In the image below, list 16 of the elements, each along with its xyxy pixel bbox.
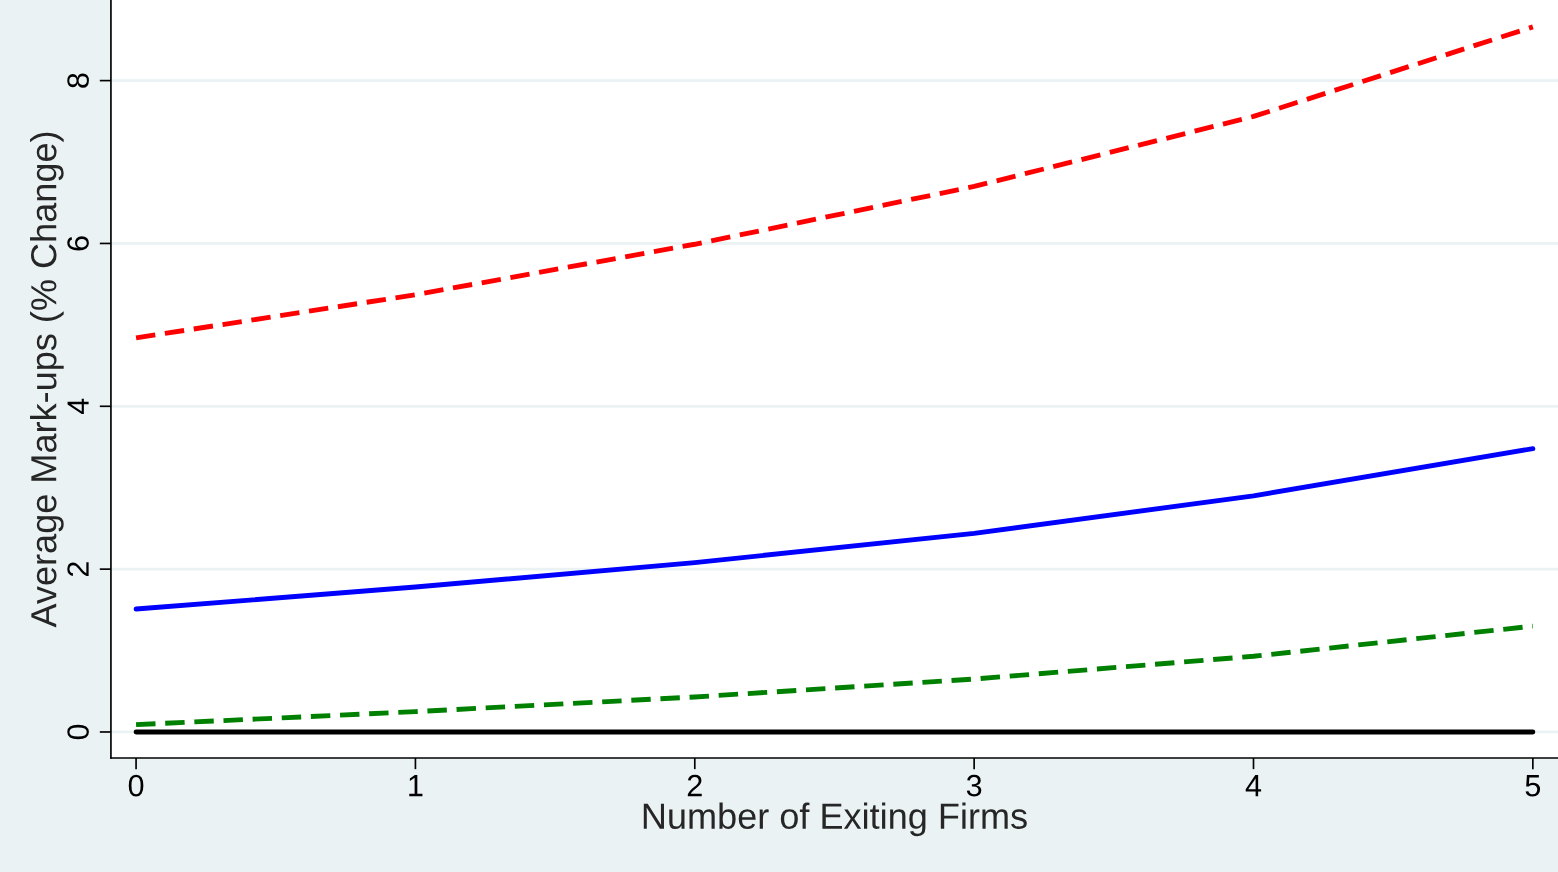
y-tick-label: 6 <box>67 236 89 251</box>
y-axis-title: Average Mark-ups (% Change) <box>30 132 64 628</box>
y-tick-label: 8 <box>67 73 89 88</box>
x-axis-title: Number of Exiting Firms <box>643 802 1027 837</box>
y-tick-label: 4 <box>67 398 89 415</box>
x-tick-label: 2 <box>687 774 702 797</box>
line-series <box>133 446 1536 612</box>
x-tick-label: 5 <box>1525 775 1541 797</box>
y-tick-label: 2 <box>67 562 89 577</box>
x-tick-label: 3 <box>966 774 982 797</box>
x-tick-label: 4 <box>1245 775 1262 797</box>
x-tick-label: 1 <box>409 775 423 797</box>
line-series <box>133 24 1536 341</box>
line-series <box>133 623 1536 728</box>
x-tick-label: 0 <box>128 774 144 797</box>
y-tick-label: 0 <box>67 724 89 740</box>
